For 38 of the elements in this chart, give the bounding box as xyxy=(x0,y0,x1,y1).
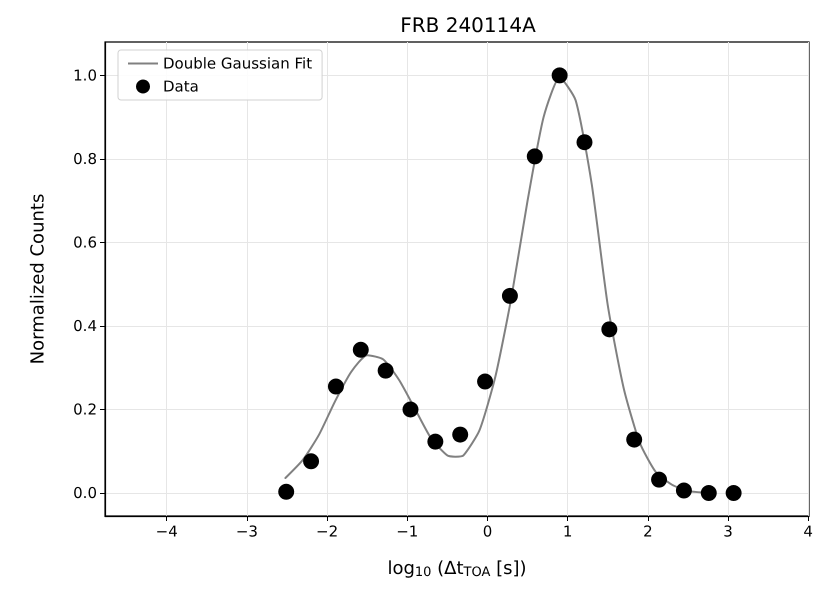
point xyxy=(626,432,642,448)
y-tick-label: 0.0 xyxy=(73,484,97,502)
y-tick-label: 0.4 xyxy=(73,316,97,335)
x-tick-label: 1 xyxy=(562,522,572,540)
point xyxy=(477,374,494,390)
point xyxy=(601,321,618,338)
point xyxy=(576,134,592,150)
point xyxy=(427,434,444,450)
point xyxy=(352,342,369,358)
point xyxy=(402,402,418,418)
point xyxy=(303,453,320,470)
x-tick-label: 4 xyxy=(803,522,813,540)
point xyxy=(526,148,543,164)
point xyxy=(328,378,344,395)
y-tick-label: 0.8 xyxy=(73,150,97,168)
x-tick-label: −1 xyxy=(396,522,418,540)
x-tick-label: 0 xyxy=(482,522,492,540)
point xyxy=(726,485,742,502)
x-tick-label: −3 xyxy=(236,522,258,540)
legend-label: Data xyxy=(163,78,199,96)
x-tick-label: −2 xyxy=(316,522,338,540)
point xyxy=(552,67,568,84)
point xyxy=(502,288,518,304)
point xyxy=(278,484,294,500)
y-tick-label: 0.2 xyxy=(73,400,97,419)
y-axis-title: Normalized Counts xyxy=(28,194,48,364)
x-tick-label: 2 xyxy=(643,522,653,540)
y-tick-label: 1.0 xyxy=(73,66,97,84)
point xyxy=(452,426,468,443)
point xyxy=(378,362,394,379)
point xyxy=(676,482,692,499)
legend-label: Double Gaussian Fit xyxy=(163,54,312,72)
x-tick-label: 3 xyxy=(723,522,733,540)
chart-title: FRB 240114A xyxy=(400,13,536,37)
y-tick-label: 0.6 xyxy=(73,233,97,252)
point xyxy=(700,485,717,502)
point xyxy=(651,472,668,488)
x-tick-label: −4 xyxy=(156,522,178,540)
